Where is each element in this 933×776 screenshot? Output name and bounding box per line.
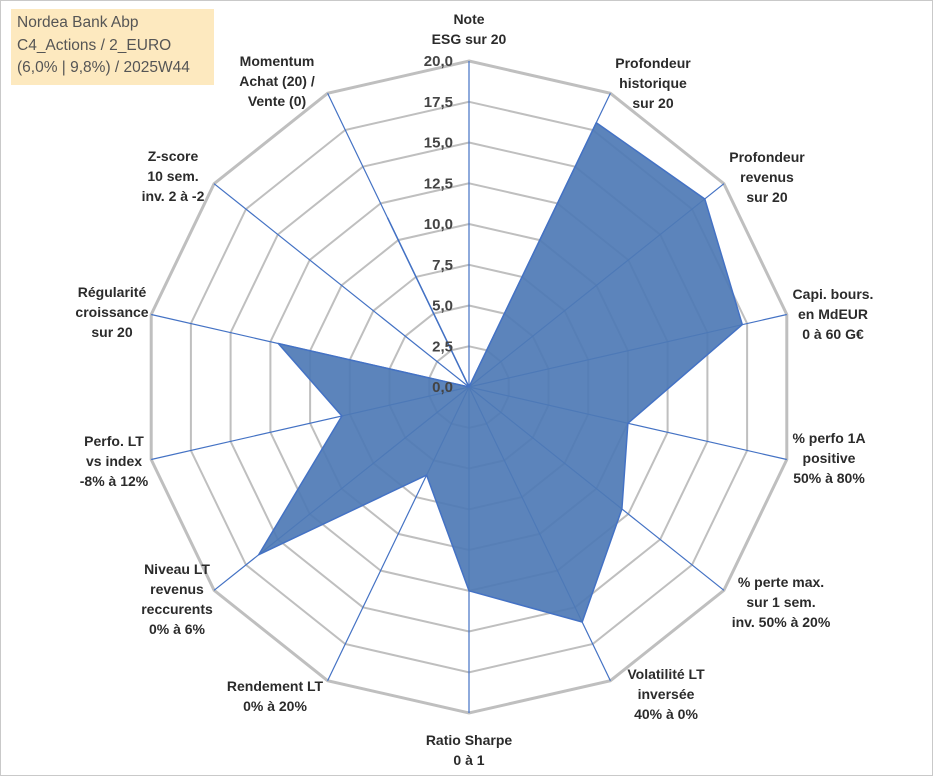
axis-label-12-line-3: sur 20 [91, 324, 132, 340]
axis-label-6-line-3: inv. 50% à 20% [732, 614, 831, 630]
axis-label-2-line-1: Profondeur [615, 55, 691, 71]
axis-label-9-line-2: 0% à 20% [243, 698, 307, 714]
title-line-company: Nordea Bank Abp [17, 14, 139, 31]
axis-label-3-line-1: Profondeur [729, 149, 805, 165]
title-line-stats: (6,0% | 9,8%) / 2025W44 [17, 59, 190, 76]
tick-label-9: 20,0 [424, 53, 453, 70]
tick-label-4: 7,5 [432, 257, 453, 274]
series-layer [257, 121, 744, 623]
axis-label-14-line-3: Vente (0) [248, 93, 306, 109]
axis-label-7-line-2: inversée [638, 686, 695, 702]
axis-label-5-line-1: % perfo 1A [792, 430, 865, 446]
axis-label-14-line-2: Achat (20) / [239, 73, 315, 89]
axis-label-3-line-3: sur 20 [746, 189, 787, 205]
title-line-category: C4_Actions / 2_EURO [17, 36, 172, 54]
axis-label-14-line-1: Momentum [240, 53, 315, 69]
title-box: Nordea Bank Abp C4_Actions / 2_EURO (6,0… [11, 9, 214, 85]
axis-label-10-line-2: revenus [150, 581, 204, 597]
axis-label-1-line-2: ESG sur 20 [432, 31, 507, 47]
tick-label-5: 10,0 [424, 216, 453, 233]
axis-label-2-line-3: sur 20 [632, 95, 673, 111]
tick-label-1: 0,0 [432, 379, 453, 396]
label-layer: Note ESG sur 20 Profondeur historique sur 20… [75, 11, 873, 768]
tick-layer: 0,0 2,5 5,0 7,5 10,0 12,5 15,0 17,5 20,0 [424, 53, 453, 396]
axis-label-1-line-1: Note [453, 11, 484, 27]
tick-label-7: 15,0 [424, 135, 453, 152]
axis-label-13-line-3: inv. 2 à -2 [142, 188, 205, 204]
axis-label-6-line-2: sur 1 sem. [746, 594, 815, 610]
axis-label-5-line-3: 50% à 80% [793, 470, 865, 486]
axis-label-13-line-2: 10 sem. [147, 168, 198, 184]
axis-label-5-line-2: positive [803, 450, 856, 466]
axis-label-2-line-2: historique [619, 75, 687, 91]
tick-label-8: 17,5 [424, 94, 453, 111]
axis-label-7-line-3: 40% à 0% [634, 706, 698, 722]
axis-label-10-line-4: 0% à 6% [149, 621, 206, 637]
axis-label-6-line-1: % perte max. [738, 574, 824, 590]
axis-label-3-line-2: revenus [740, 169, 794, 185]
axis-label-7-line-1: Volatilité LT [627, 666, 705, 682]
axis-label-11-line-3: -8% à 12% [80, 473, 149, 489]
tick-label-6: 12,5 [424, 175, 453, 192]
axis-label-10-line-1: Niveau LT [144, 561, 210, 577]
axis-label-12-line-2: croissance [75, 304, 148, 320]
axis-label-9-line-1: Rendement LT [227, 678, 324, 694]
axis-label-12-line-1: Régularité [78, 284, 147, 300]
axis-label-10-line-3: reccurents [141, 601, 213, 617]
axis-label-8-line-1: Ratio Sharpe [426, 732, 513, 748]
axis-label-13-line-1: Z-score [148, 148, 199, 164]
axis-label-4-line-2: en MdEUR [798, 306, 868, 322]
tick-label-2: 2,5 [432, 338, 453, 355]
axis-label-11-line-2: vs index [86, 453, 142, 469]
tick-label-3: 5,0 [432, 298, 453, 315]
axis-label-4-line-1: Capi. bours. [793, 286, 874, 302]
axis-label-4-line-3: 0 à 60 G€ [802, 326, 864, 342]
axis-spoke-13 [213, 183, 470, 388]
axis-label-8-line-2: 0 à 1 [453, 752, 484, 768]
axis-label-11-line-1: Perfo. LT [84, 433, 144, 449]
